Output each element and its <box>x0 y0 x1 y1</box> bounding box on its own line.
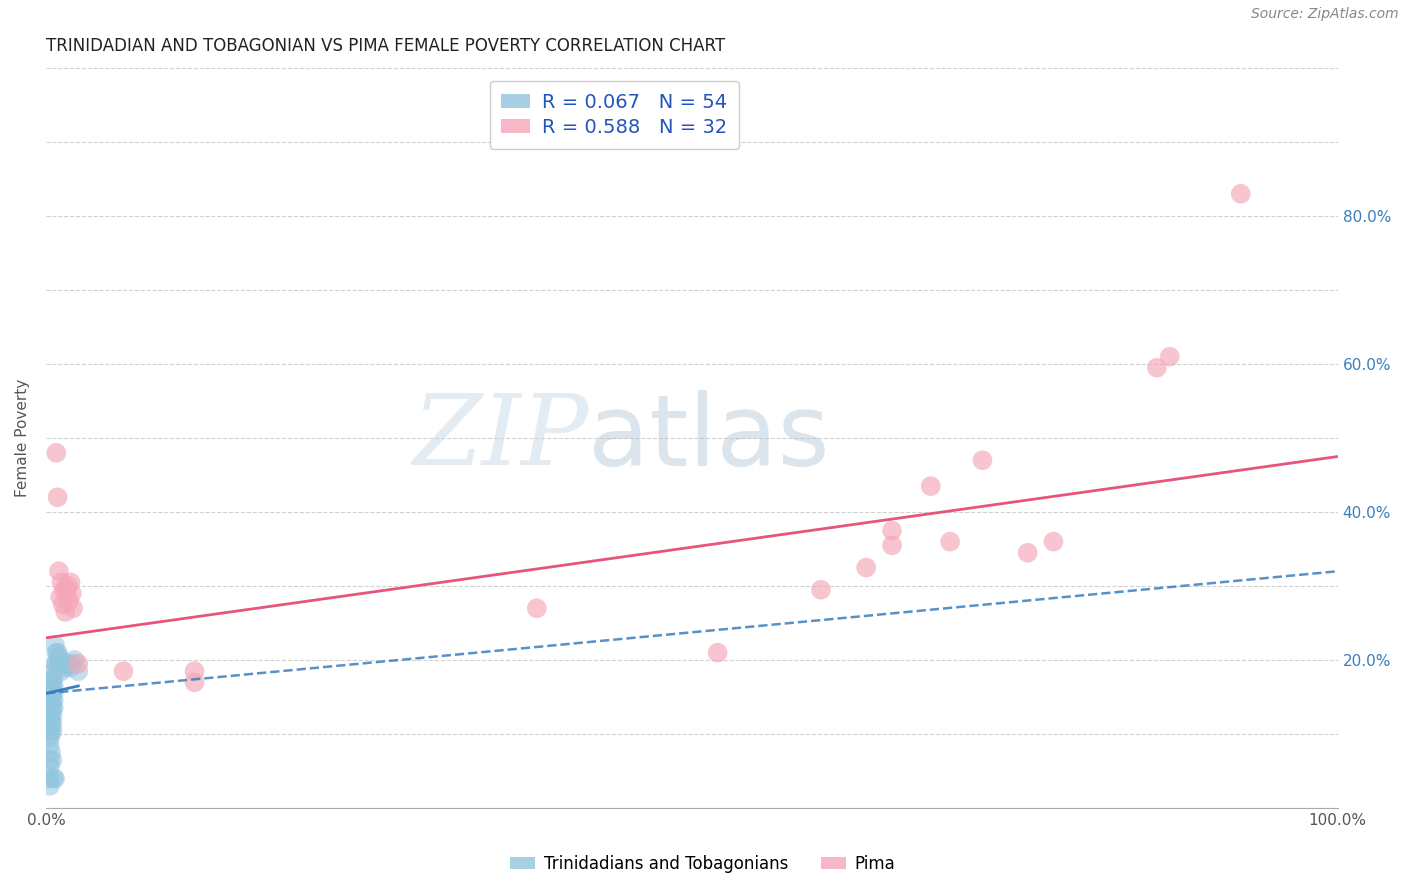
Point <box>49 590 72 604</box>
Text: TRINIDADIAN AND TOBAGONIAN VS PIMA FEMALE POVERTY CORRELATION CHART: TRINIDADIAN AND TOBAGONIAN VS PIMA FEMAL… <box>46 37 725 55</box>
Point <box>41 715 63 730</box>
Point <box>39 690 62 704</box>
Point <box>38 701 60 715</box>
Point <box>42 701 65 715</box>
Point <box>38 686 60 700</box>
Point <box>39 712 62 726</box>
Point <box>42 694 65 708</box>
Point <box>41 708 63 723</box>
Point <box>112 664 135 678</box>
Point <box>939 534 962 549</box>
Point <box>880 538 903 552</box>
Point <box>53 657 76 671</box>
Point <box>41 723 63 738</box>
Point <box>46 490 69 504</box>
Point <box>44 772 66 786</box>
Point <box>45 446 67 460</box>
Point <box>46 646 69 660</box>
Point <box>810 582 832 597</box>
Point <box>52 657 75 671</box>
Point <box>62 601 84 615</box>
Point <box>48 564 70 578</box>
Point <box>38 753 60 767</box>
Point <box>44 638 66 652</box>
Point <box>59 575 82 590</box>
Point <box>39 675 62 690</box>
Point <box>53 582 76 597</box>
Point <box>39 698 62 712</box>
Point <box>1229 186 1251 201</box>
Point <box>63 653 86 667</box>
Point <box>45 657 67 671</box>
Point <box>60 586 83 600</box>
Point <box>39 746 62 760</box>
Point <box>183 664 205 678</box>
Point <box>972 453 994 467</box>
Point <box>48 649 70 664</box>
Point <box>880 524 903 538</box>
Point <box>39 720 62 734</box>
Point <box>42 664 65 678</box>
Text: Source: ZipAtlas.com: Source: ZipAtlas.com <box>1251 7 1399 21</box>
Point <box>51 575 73 590</box>
Point <box>53 660 76 674</box>
Point <box>55 582 77 597</box>
Point <box>38 723 60 738</box>
Text: atlas: atlas <box>589 390 830 486</box>
Point <box>42 672 65 686</box>
Point <box>38 694 60 708</box>
Legend: R = 0.067   N = 54, R = 0.588   N = 32: R = 0.067 N = 54, R = 0.588 N = 32 <box>489 81 740 149</box>
Point <box>39 727 62 741</box>
Point <box>1042 534 1064 549</box>
Point <box>38 738 60 752</box>
Point <box>41 679 63 693</box>
Point <box>67 664 90 678</box>
Point <box>49 657 72 671</box>
Point <box>44 657 66 671</box>
Point <box>58 594 80 608</box>
Point <box>45 646 67 660</box>
Point <box>39 682 62 697</box>
Point <box>526 601 548 615</box>
Point <box>38 779 60 793</box>
Point <box>1159 350 1181 364</box>
Point <box>56 579 79 593</box>
Point <box>39 705 62 719</box>
Point <box>183 675 205 690</box>
Legend: Trinidadians and Tobagonians, Pima: Trinidadians and Tobagonians, Pima <box>503 848 903 880</box>
Point <box>51 664 73 678</box>
Point <box>56 657 79 671</box>
Point <box>38 760 60 774</box>
Point <box>38 772 60 786</box>
Point <box>38 731 60 745</box>
Point <box>706 646 728 660</box>
Y-axis label: Female Poverty: Female Poverty <box>15 379 30 497</box>
Point <box>38 715 60 730</box>
Point <box>1146 360 1168 375</box>
Point <box>59 660 82 674</box>
Point <box>42 686 65 700</box>
Point <box>52 598 75 612</box>
Point <box>38 708 60 723</box>
Point <box>41 753 63 767</box>
Point <box>42 772 65 786</box>
Point <box>67 657 90 671</box>
Point <box>41 686 63 700</box>
Point <box>920 479 942 493</box>
Point <box>1017 546 1039 560</box>
Point <box>41 701 63 715</box>
Text: ZIP: ZIP <box>412 391 589 485</box>
Point <box>53 605 76 619</box>
Point <box>60 657 83 671</box>
Point <box>41 694 63 708</box>
Point <box>42 679 65 693</box>
Point <box>41 672 63 686</box>
Point <box>855 560 877 574</box>
